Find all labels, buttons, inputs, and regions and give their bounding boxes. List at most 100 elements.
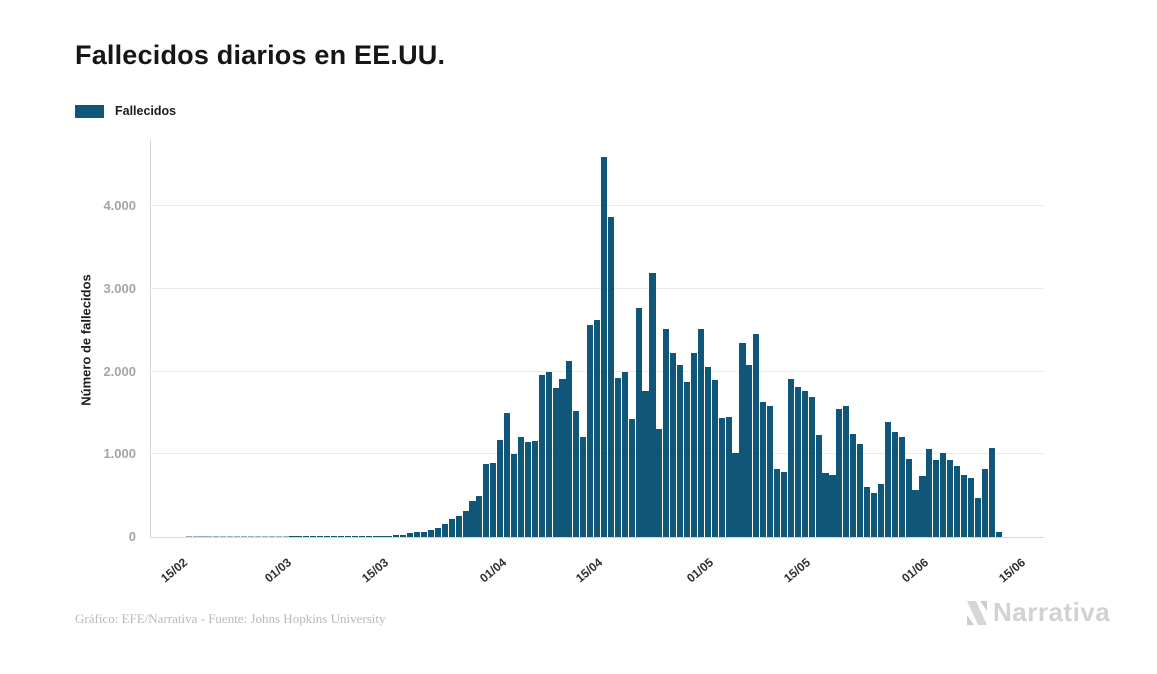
bar[interactable] <box>185 536 192 537</box>
bar[interactable] <box>441 524 448 537</box>
bar[interactable] <box>407 533 414 537</box>
bar[interactable] <box>254 536 261 537</box>
bar[interactable] <box>524 441 531 537</box>
bar[interactable] <box>967 478 974 537</box>
bar[interactable] <box>697 329 704 537</box>
bar[interactable] <box>732 452 739 537</box>
bar[interactable] <box>774 469 781 537</box>
bar[interactable] <box>393 535 400 537</box>
bar[interactable] <box>587 325 594 537</box>
bar[interactable] <box>621 371 628 537</box>
bar[interactable] <box>206 536 213 537</box>
bar[interactable] <box>427 529 434 537</box>
bar[interactable] <box>850 433 857 537</box>
bar[interactable] <box>372 536 379 537</box>
bar[interactable] <box>580 436 587 537</box>
bar[interactable] <box>940 452 947 537</box>
bar[interactable] <box>933 460 940 537</box>
bar[interactable] <box>753 333 760 537</box>
bar[interactable] <box>981 469 988 537</box>
bar[interactable] <box>289 536 296 537</box>
bar[interactable] <box>690 352 698 537</box>
bar[interactable] <box>884 422 891 537</box>
bar[interactable] <box>877 484 884 537</box>
bar[interactable] <box>739 343 746 537</box>
bar[interactable] <box>476 496 483 537</box>
bar[interactable] <box>600 157 608 537</box>
bar[interactable] <box>794 386 801 537</box>
bar[interactable] <box>268 536 275 537</box>
bar[interactable] <box>808 397 815 537</box>
legend-item-fallecidos[interactable]: Fallecidos <box>75 104 176 118</box>
bar[interactable] <box>247 536 255 537</box>
bar[interactable] <box>607 216 614 537</box>
bar[interactable] <box>510 454 518 537</box>
bar[interactable] <box>386 535 393 537</box>
bar[interactable] <box>954 465 961 537</box>
bar[interactable] <box>891 431 898 537</box>
bar[interactable] <box>843 406 850 537</box>
bar[interactable] <box>358 536 365 537</box>
bar[interactable] <box>628 418 635 537</box>
bar[interactable] <box>677 364 684 537</box>
bar[interactable] <box>870 493 878 537</box>
bar[interactable] <box>531 441 538 537</box>
bar[interactable] <box>192 536 199 537</box>
bar[interactable] <box>330 536 338 537</box>
bar[interactable] <box>240 536 248 537</box>
bar[interactable] <box>379 536 386 537</box>
bar[interactable] <box>787 379 794 537</box>
bar[interactable] <box>517 436 524 537</box>
bar[interactable] <box>898 436 905 537</box>
bar[interactable] <box>684 382 691 537</box>
bar[interactable] <box>220 536 227 537</box>
bar[interactable] <box>704 366 711 537</box>
bar[interactable] <box>324 535 331 537</box>
bar[interactable] <box>642 391 649 537</box>
bar[interactable] <box>552 388 559 537</box>
bar[interactable] <box>822 472 829 537</box>
bar[interactable] <box>573 411 580 537</box>
bar[interactable] <box>960 474 968 537</box>
bar[interactable] <box>649 273 656 537</box>
bar[interactable] <box>995 531 1002 537</box>
bar[interactable] <box>227 536 234 537</box>
bar[interactable] <box>365 536 372 537</box>
bar[interactable] <box>469 501 476 537</box>
bar[interactable] <box>234 536 241 537</box>
bar[interactable] <box>670 353 677 537</box>
bar[interactable] <box>434 527 441 537</box>
bar[interactable] <box>746 364 753 537</box>
bar[interactable] <box>760 402 767 537</box>
bar[interactable] <box>310 536 317 537</box>
bar[interactable] <box>905 459 912 537</box>
bar[interactable] <box>448 519 455 537</box>
bar[interactable] <box>483 464 490 537</box>
bar[interactable] <box>829 474 836 537</box>
bar[interactable] <box>497 439 504 537</box>
bar[interactable] <box>538 374 545 537</box>
bar[interactable] <box>780 471 788 537</box>
bar[interactable] <box>718 417 725 537</box>
bar[interactable] <box>725 417 732 537</box>
bar[interactable] <box>594 320 601 537</box>
bar[interactable] <box>663 329 670 537</box>
bar[interactable] <box>462 510 469 537</box>
bar[interactable] <box>344 536 351 537</box>
bar[interactable] <box>559 379 566 537</box>
bar[interactable] <box>275 536 282 537</box>
bar[interactable] <box>614 378 621 537</box>
bar[interactable] <box>974 498 981 537</box>
bar[interactable] <box>566 360 573 537</box>
bar[interactable] <box>864 486 871 537</box>
bar[interactable] <box>919 475 926 537</box>
bar[interactable] <box>988 447 995 537</box>
bar[interactable] <box>767 406 774 537</box>
bar[interactable] <box>351 536 358 537</box>
bar[interactable] <box>801 391 808 537</box>
bar[interactable] <box>199 536 206 537</box>
bar[interactable] <box>261 536 268 537</box>
bar[interactable] <box>912 489 919 537</box>
bar[interactable] <box>400 534 407 537</box>
bar[interactable] <box>420 531 428 537</box>
